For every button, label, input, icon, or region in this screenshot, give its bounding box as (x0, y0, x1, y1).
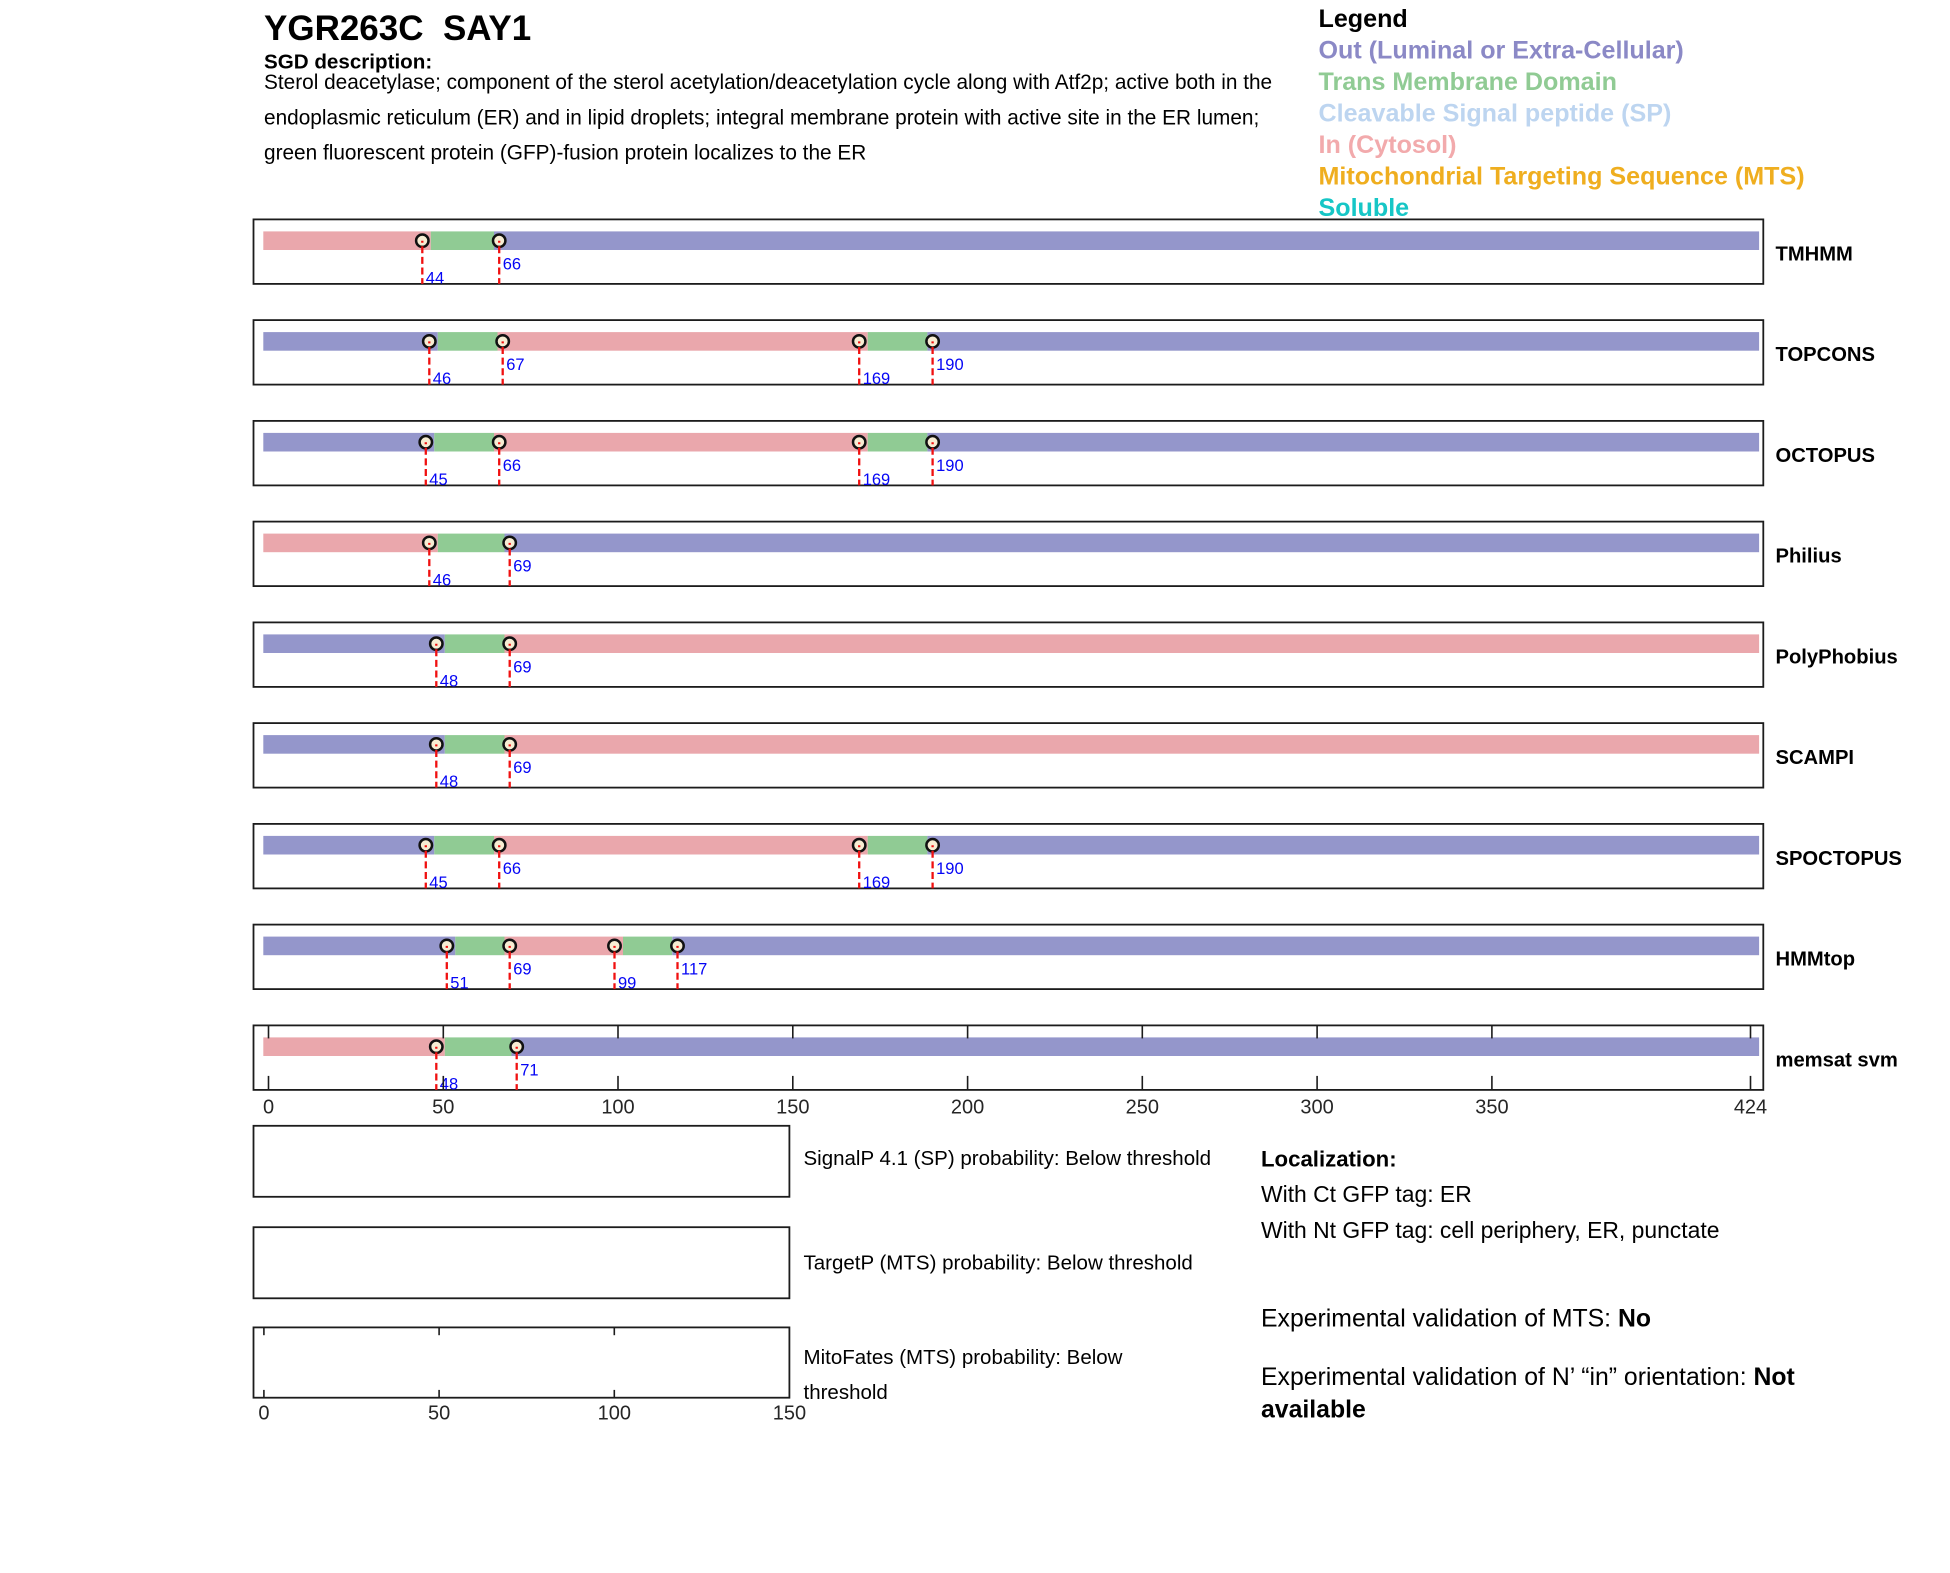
svg-text:45: 45 (429, 874, 447, 892)
svg-text:117: 117 (681, 961, 707, 979)
svg-text:SignalP 4.1 (SP) probability:: SignalP 4.1 (SP) probability: Below thre… (804, 1147, 1212, 1170)
svg-text:46: 46 (433, 370, 451, 388)
svg-text:threshold: threshold (804, 1381, 888, 1404)
svg-text:green fluorescent protein (GFP: green fluorescent protein (GFP)-fusion p… (264, 142, 866, 165)
svg-text:69: 69 (513, 759, 531, 777)
svg-text:69: 69 (513, 558, 531, 576)
svg-text:67: 67 (506, 356, 524, 374)
svg-text:150: 150 (773, 1403, 806, 1425)
svg-text:69: 69 (513, 961, 531, 979)
svg-text:Mitochondrial Targeting Sequen: Mitochondrial Targeting Sequence (MTS) (1319, 163, 1805, 191)
svg-text:66: 66 (503, 255, 521, 273)
svg-text:SGD description:: SGD description: (264, 50, 432, 73)
svg-text:190: 190 (936, 860, 964, 878)
svg-text:169: 169 (863, 874, 891, 892)
svg-text:50: 50 (432, 1096, 454, 1118)
svg-text:TargetP (MTS) probability: Bel: TargetP (MTS) probability: Below thresho… (804, 1251, 1193, 1274)
svg-text:0: 0 (263, 1096, 274, 1118)
svg-text:SPOCTOPUS: SPOCTOPUS (1776, 848, 1902, 870)
svg-text:YGR263C SAY1: YGR263C SAY1 (264, 9, 531, 48)
svg-text:Trans Membrane Domain: Trans Membrane Domain (1319, 68, 1617, 96)
svg-text:PolyPhobius: PolyPhobius (1776, 646, 1898, 668)
svg-text:Experimental validation of N’: Experimental validation of N’ “in” orien… (1261, 1364, 1795, 1391)
svg-text:available: available (1261, 1397, 1366, 1424)
svg-text:Legend: Legend (1319, 5, 1408, 33)
svg-text:169: 169 (863, 471, 891, 489)
svg-text:71: 71 (520, 1061, 538, 1079)
svg-text:190: 190 (936, 457, 964, 475)
svg-text:48: 48 (440, 1075, 458, 1093)
svg-text:TMHMM: TMHMM (1776, 243, 1853, 265)
svg-text:48: 48 (440, 773, 458, 791)
svg-text:300: 300 (1300, 1096, 1333, 1118)
svg-text:66: 66 (503, 860, 521, 878)
svg-text:OCTOPUS: OCTOPUS (1776, 445, 1875, 467)
svg-text:Out (Luminal or Extra-Cellular: Out (Luminal or Extra-Cellular) (1319, 37, 1684, 65)
svg-text:Sterol deacetylase; component: Sterol deacetylase; component of the ste… (264, 71, 1272, 94)
svg-text:69: 69 (513, 658, 531, 676)
svg-text:Localization:: Localization: (1261, 1146, 1397, 1171)
svg-text:99: 99 (618, 975, 636, 993)
svg-text:169: 169 (863, 370, 891, 388)
svg-text:With Nt GFP tag: cell peripher: With Nt GFP tag: cell periphery, ER, pun… (1261, 1217, 1719, 1243)
svg-text:Cleavable Signal peptide (SP): Cleavable Signal peptide (SP) (1319, 100, 1672, 128)
svg-text:44: 44 (426, 269, 444, 287)
svg-text:150: 150 (776, 1096, 809, 1118)
svg-text:48: 48 (440, 672, 458, 690)
svg-text:TOPCONS: TOPCONS (1776, 344, 1875, 366)
svg-text:46: 46 (433, 572, 451, 590)
svg-text:424: 424 (1734, 1096, 1767, 1118)
svg-text:With Ct GFP tag: ER: With Ct GFP tag: ER (1261, 1181, 1472, 1207)
svg-text:100: 100 (598, 1403, 631, 1425)
svg-text:350: 350 (1475, 1096, 1508, 1118)
svg-text:200: 200 (951, 1096, 984, 1118)
svg-text:66: 66 (503, 457, 521, 475)
svg-text:SCAMPI: SCAMPI (1776, 747, 1855, 769)
svg-text:190: 190 (936, 356, 964, 374)
svg-text:250: 250 (1126, 1096, 1159, 1118)
svg-text:memsat svm: memsat svm (1776, 1049, 1898, 1071)
svg-text:100: 100 (601, 1096, 634, 1118)
svg-text:50: 50 (428, 1403, 450, 1425)
svg-text:45: 45 (429, 471, 447, 489)
svg-text:Experimental validation of MTS: Experimental validation of MTS: No (1261, 1306, 1651, 1333)
svg-text:51: 51 (450, 975, 468, 993)
svg-text:Philius: Philius (1776, 546, 1842, 568)
svg-text:MitoFates (MTS) probability: B: MitoFates (MTS) probability: Below (804, 1346, 1123, 1369)
svg-text:Soluble: Soluble (1319, 194, 1410, 222)
svg-text:HMMtop: HMMtop (1776, 949, 1856, 971)
svg-text:endoplasmic reticulum (ER) and: endoplasmic reticulum (ER) and in lipid … (264, 106, 1259, 129)
svg-text:0: 0 (258, 1403, 269, 1425)
svg-text:In (Cytosol): In (Cytosol) (1319, 131, 1457, 159)
